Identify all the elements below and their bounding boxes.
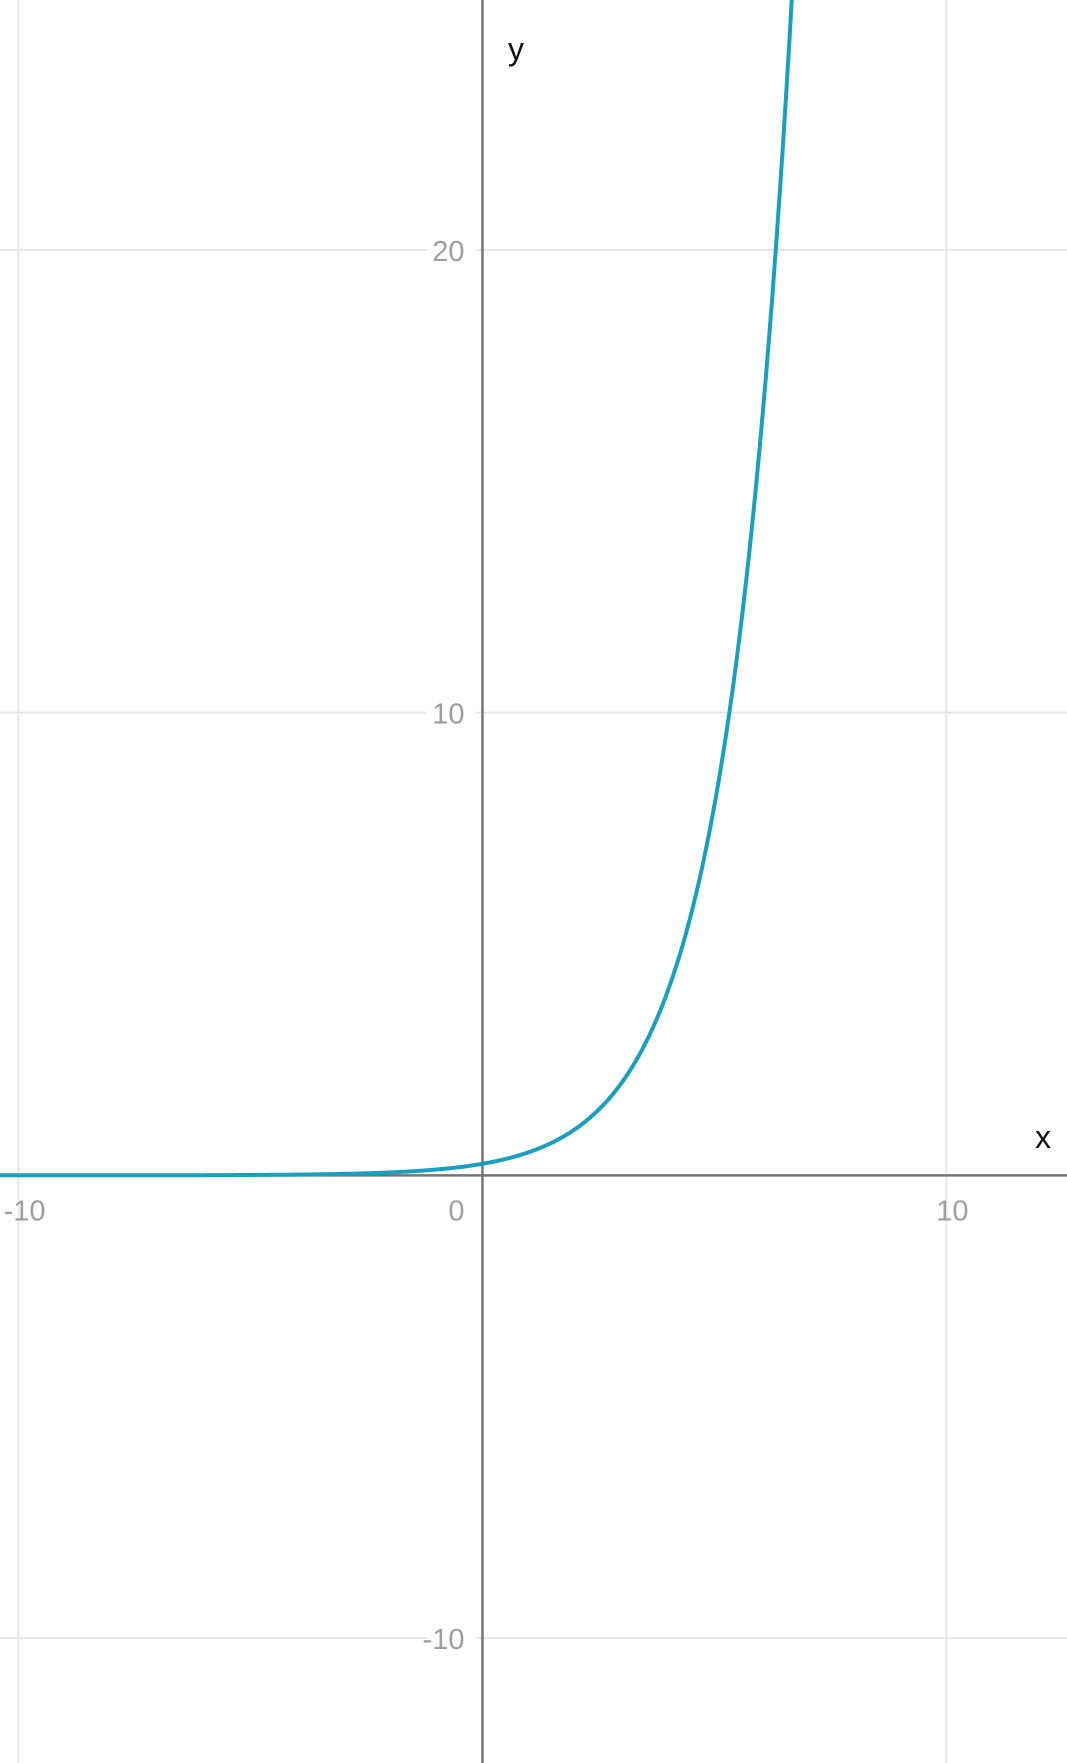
y-tick-label: 10 xyxy=(432,699,464,731)
x-tick-label: -10 xyxy=(4,1195,46,1227)
x-axis-label: x xyxy=(1035,1119,1051,1155)
y-tick-label-bg xyxy=(426,1620,477,1657)
x-tick-label: 10 xyxy=(936,1195,968,1227)
y-tick-label-bg xyxy=(426,231,477,268)
function-curve xyxy=(0,0,794,1178)
tick-labels: -10 0 10 -10 10 20 xyxy=(4,231,969,1657)
y-tick-label-bg xyxy=(426,694,477,731)
y-tick-label: -10 xyxy=(423,1624,465,1656)
y-tick-label: 20 xyxy=(432,236,464,268)
x-tick-label: 0 xyxy=(448,1195,464,1227)
y-axis-label: y xyxy=(508,31,524,67)
